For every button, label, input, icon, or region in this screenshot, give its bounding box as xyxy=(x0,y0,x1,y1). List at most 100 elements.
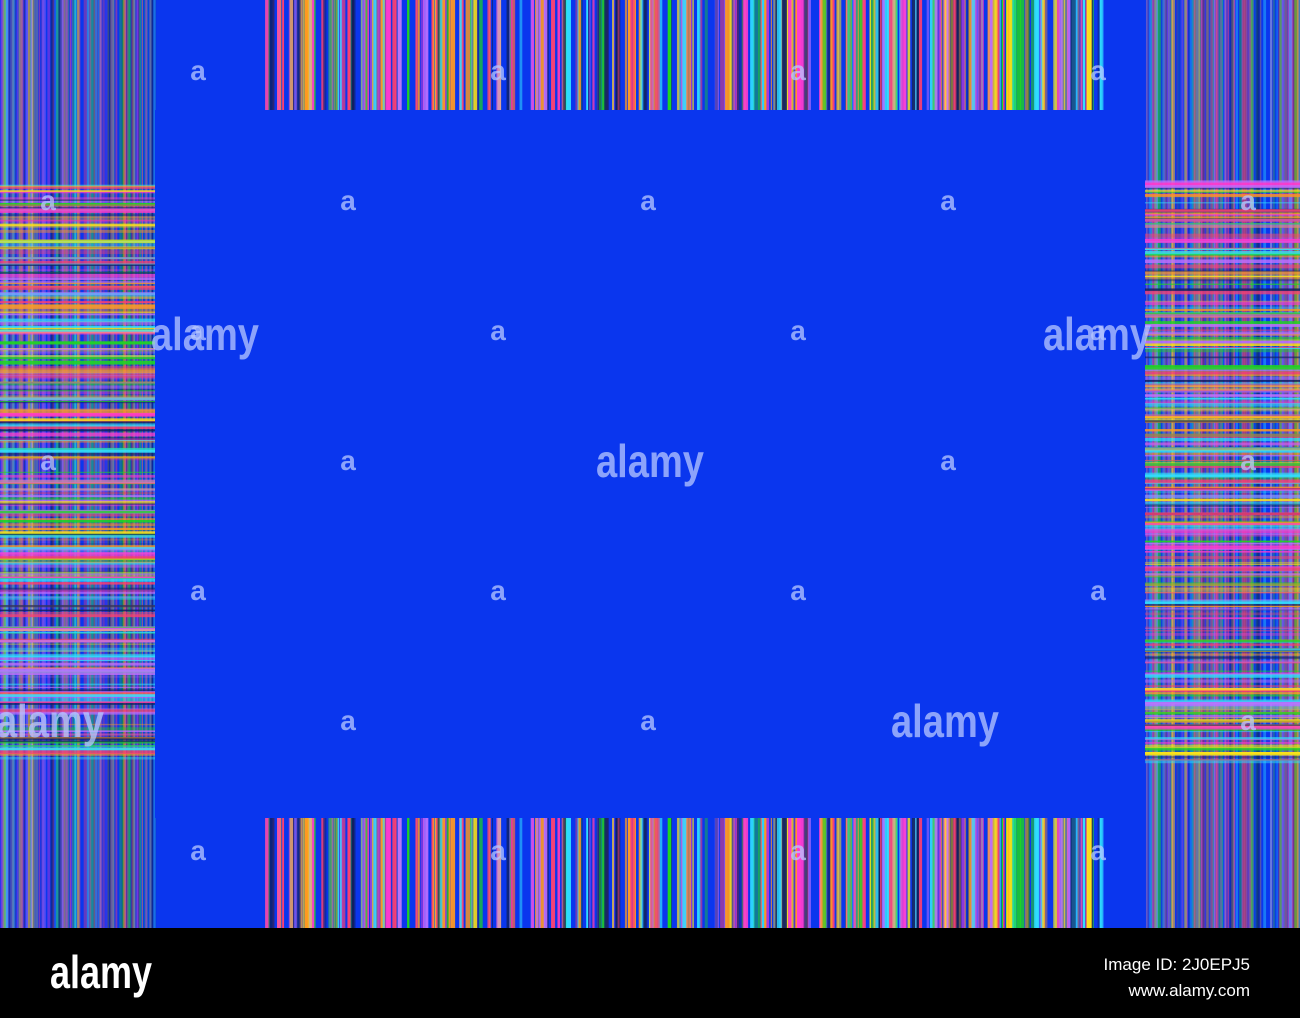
stripe xyxy=(1044,818,1048,928)
stripe xyxy=(0,576,155,579)
stripe xyxy=(1145,329,1300,331)
stripe xyxy=(714,818,718,928)
stripe xyxy=(933,0,938,110)
stripe xyxy=(0,209,155,211)
watermark-mark: a xyxy=(1240,705,1256,736)
stripe xyxy=(282,0,285,110)
stripe xyxy=(1080,818,1084,928)
stripe xyxy=(929,818,934,928)
stripe xyxy=(1099,818,1103,928)
stripe xyxy=(643,0,648,110)
stripe xyxy=(1145,414,1300,416)
stripe xyxy=(1145,632,1300,636)
stripe xyxy=(1145,706,1300,709)
stripe xyxy=(58,0,62,928)
stripe xyxy=(1145,401,1300,405)
stripe xyxy=(929,0,934,110)
stripe xyxy=(1001,0,1003,110)
stripe xyxy=(966,818,971,928)
stripe xyxy=(1031,818,1036,928)
stripe xyxy=(506,0,510,110)
stripe xyxy=(0,381,155,384)
stripe xyxy=(782,818,787,928)
stripe xyxy=(415,818,418,928)
stripe xyxy=(0,683,155,686)
stripe xyxy=(1145,275,1300,278)
stripe xyxy=(1002,818,1005,928)
stripe xyxy=(900,0,905,110)
stripe xyxy=(322,818,327,928)
stripe xyxy=(1145,556,1300,559)
stripe xyxy=(0,711,155,715)
stripe xyxy=(958,818,962,928)
stripe xyxy=(33,0,35,928)
stripe xyxy=(128,0,132,928)
stripe xyxy=(0,757,155,760)
stripe xyxy=(0,736,155,739)
stripe xyxy=(93,0,96,928)
stripe xyxy=(110,0,113,928)
stripe xyxy=(627,0,632,110)
stripe xyxy=(121,0,125,928)
stripe xyxy=(459,0,463,110)
stripe xyxy=(13,0,16,928)
stripe xyxy=(1024,0,1029,110)
stripe xyxy=(0,492,155,494)
stripe xyxy=(0,538,155,541)
stripe xyxy=(757,818,761,928)
watermark-mark: a xyxy=(340,185,356,216)
stripe xyxy=(509,0,514,110)
stripe xyxy=(0,458,155,461)
stripe xyxy=(0,692,155,696)
watermark-mark: a xyxy=(40,185,56,216)
stripe xyxy=(446,0,449,110)
stripe xyxy=(105,0,108,928)
stripe xyxy=(1066,818,1068,928)
stripe xyxy=(0,423,155,427)
stripe xyxy=(704,818,708,928)
stripe xyxy=(971,0,976,110)
stripe xyxy=(1145,649,1300,653)
stripe xyxy=(0,518,155,520)
stripe xyxy=(612,0,614,110)
stripe xyxy=(987,818,993,928)
stripe xyxy=(820,0,822,110)
stripe xyxy=(950,818,954,928)
stripe xyxy=(380,0,385,110)
stripe xyxy=(892,818,897,928)
stripe xyxy=(630,818,635,928)
stripe xyxy=(99,0,102,928)
stripe xyxy=(869,818,872,928)
stripe xyxy=(269,0,275,110)
stripe xyxy=(0,229,155,233)
stripe xyxy=(1145,656,1300,659)
stripe xyxy=(1010,818,1012,928)
stripe xyxy=(732,0,736,110)
watermark-mark: a xyxy=(190,575,206,606)
stripe xyxy=(1145,501,1300,506)
stripe xyxy=(0,660,155,662)
stripe xyxy=(0,667,155,672)
stripe xyxy=(0,750,155,754)
stripe xyxy=(73,0,77,928)
stripe xyxy=(612,818,614,928)
stripe xyxy=(0,497,155,501)
stripe xyxy=(0,582,155,585)
stripe xyxy=(540,818,545,928)
stripe xyxy=(830,0,833,110)
stripe xyxy=(1145,737,1300,740)
stripe xyxy=(987,818,990,928)
stripe xyxy=(1145,532,1300,536)
stripe xyxy=(851,818,853,928)
stripe xyxy=(803,0,808,110)
stripe xyxy=(111,0,115,928)
stripe xyxy=(437,0,442,110)
stripe xyxy=(1145,586,1300,590)
stripe xyxy=(0,653,155,658)
stripe xyxy=(0,488,155,492)
stripe xyxy=(0,707,155,710)
stripe xyxy=(835,818,840,928)
stripe xyxy=(870,0,875,110)
stripe xyxy=(1145,533,1300,537)
stripe xyxy=(1145,238,1300,243)
